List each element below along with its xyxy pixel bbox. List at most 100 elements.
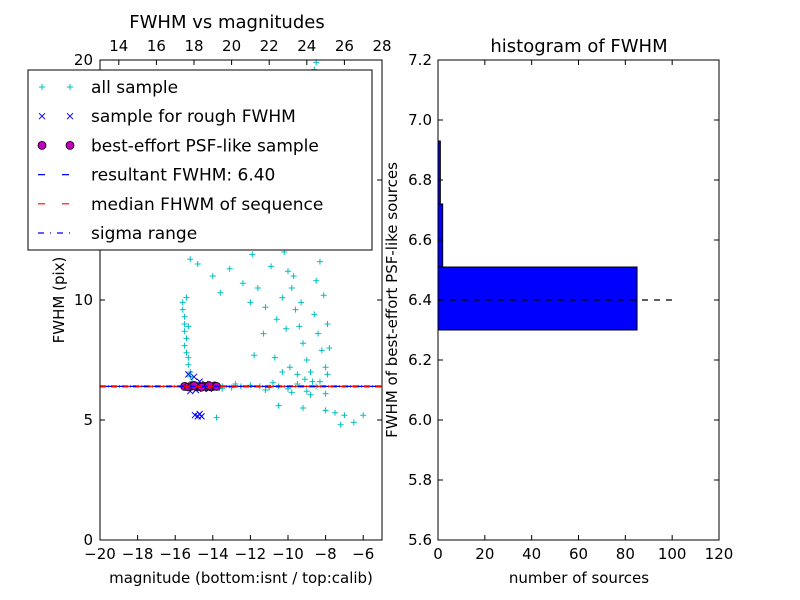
legend-label: all sample [91,78,178,98]
rough-sample-point [190,373,198,381]
all-sample-point [217,289,224,296]
x-tick-label: −8 [315,545,337,563]
hist-x-tick-label: 0 [433,545,443,563]
x-tick-label: −18 [122,545,154,563]
scatter-xlabel: magnitude (bottom:isnt / top:calib) [109,569,373,587]
all-sample-point [251,352,258,359]
all-sample-point [254,285,261,291]
histogram-ylabel: FWHM of best-effort PSF-like sources [383,162,401,438]
x-tick-label: −16 [159,545,191,563]
all-sample-point [181,328,188,335]
all-sample-point [294,371,301,378]
all-sample-point [269,379,276,386]
all-sample-point [247,299,254,306]
all-sample-point [309,378,316,385]
all-sample-point [288,285,295,291]
hist-x-tick-label: 40 [522,545,541,563]
hist-x-tick-label: 60 [569,545,588,563]
all-sample-point [260,330,267,337]
legend-marker-x [38,112,46,120]
all-sample-point [181,313,188,320]
rough-sample-point [198,413,205,420]
legend-label: resultant FWHM: 6.40 [91,166,275,186]
all-sample-point [181,342,188,349]
hist-y-tick-label: 6.0 [408,411,432,429]
histogram-panel: histogram of FWHM 0 20 40 60 80 100 120 5.6 5.8 6… [383,36,733,587]
all-sample-point [179,306,186,313]
all-sample-point [283,325,290,332]
legend-label: best-effort PSF-like sample [91,136,319,156]
scatter-ylabel: FWHM (pix) [50,257,68,344]
legend-label: sigma range [91,224,197,244]
all-sample-point [296,323,303,330]
all-sample-point [194,261,201,267]
hist-x-tick-label: 80 [616,545,635,563]
hist-y-tick-label: 6.8 [408,171,432,189]
all-sample-point [185,323,192,330]
all-sample-point [226,265,233,272]
x-tick-label: −12 [235,545,267,563]
hist-y-tick-label: 5.6 [408,531,432,549]
x-tick-label: −20 [84,545,116,563]
all-sample-point [249,251,256,258]
legend-marker-circle [37,140,47,150]
scatter-ticks: −20 −18 −16 −14 −12 −10 −8 −6 14 16 18 20 22 24 26 28 0 5… [74,37,392,563]
all-sample-point [286,364,293,371]
legend-marker-plus [67,84,73,90]
x-tick-label: −6 [352,545,374,563]
all-sample-point [279,369,286,375]
all-sample-point [247,382,254,389]
rough-sample-point [185,371,192,378]
hist-y-tick-label: 6.6 [408,231,432,249]
all-sample-point [303,388,310,395]
legend-box [27,69,373,251]
histogram-xlabel: number of sources [509,569,649,587]
legend-label: median FHWM of sequence [91,195,323,215]
hist-y-tick-label: 7.0 [408,111,432,129]
all-sample-point [350,419,357,426]
all-sample-point [290,273,297,279]
all-sample-point [183,294,190,301]
all-sample-point [239,280,246,287]
all-sample-point [318,347,325,354]
all-sample-point [320,292,327,299]
all-sample-point [307,369,314,375]
all-sample-point [183,349,190,356]
x-tick-label: −10 [272,545,304,563]
hist-y-tick-label: 5.8 [408,471,432,489]
all-sample-point [279,294,286,301]
histogram-data [437,140,677,331]
all-sample-point [271,354,278,361]
legend-marker-plus [39,84,45,90]
scatter-legend: all sample sample for rough FWHM best-effo… [27,69,373,251]
all-sample-point [360,412,367,419]
all-sample-point [337,421,344,428]
all-sample-point [298,299,305,306]
all-sample-point [311,311,318,318]
scatter-title: FWHM vs magnitudes [129,12,324,33]
hist-y-tick-label: 7.2 [408,51,432,69]
top-x-tick-label: 24 [297,37,316,55]
all-sample-point [273,316,280,323]
legend-label: sample for rough FWHM [91,107,296,127]
all-sample-point [183,335,190,342]
top-x-tick-label: 22 [260,37,279,55]
all-sample-point [275,402,282,409]
all-sample-point [315,330,322,337]
histogram-title: histogram of FWHM [490,36,667,57]
all-sample-point [324,321,331,327]
scatter-panel: FWHM vs magnitudes −20 −18 −16 −14 −12 −10 −8−… [27,12,392,587]
all-sample-point [316,378,323,385]
histogram-ticks: 0 20 40 60 80 100 120 5.6 5.8 6.0 6.2 6.4 6.6 6.8 7.0 7… [408,51,733,563]
hist-x-tick-label: 100 [658,545,687,563]
hist-y-tick-label: 6.4 [408,291,432,309]
all-sample-point [262,304,269,311]
y-tick-label: 0 [83,531,93,549]
all-sample-point [326,345,333,351]
all-sample-point [268,263,275,270]
all-sample-point [187,256,194,263]
all-sample-point [324,371,331,378]
top-x-tick-label: 28 [372,37,391,55]
histogram-bar [437,266,638,331]
